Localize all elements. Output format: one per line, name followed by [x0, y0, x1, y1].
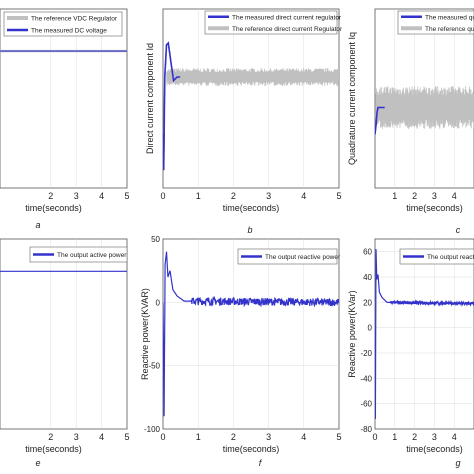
chart-panel-e: 2 3 4 5 time(seconds) The output active power…	[0, 238, 130, 468]
x-tick-label: 5	[124, 432, 129, 442]
x-tick-label: 2	[48, 191, 53, 201]
series-transient-1	[375, 106, 385, 135]
chart-panel-f: 0 1 2 3 4 5 -100 -50 0 50 time(seconds) Reactive po…	[140, 235, 342, 468]
legend-entry: The measured direct current regulator	[232, 14, 342, 21]
x-tick-label: 1	[392, 191, 397, 201]
panel-label: b	[247, 225, 252, 235]
legend-entry: The reference quadrature	[425, 26, 474, 33]
plot-area	[0, 8, 128, 189]
y-tick-label: -100	[144, 425, 161, 434]
y-tick-label: -20	[360, 349, 372, 358]
x-axis-label: time(seconds)	[25, 203, 82, 213]
legend: The output reactive power	[237, 248, 341, 265]
panel-label: g	[455, 458, 460, 468]
panel-label: e	[35, 458, 40, 468]
y-tick-label: 60	[363, 248, 372, 257]
plot-area	[162, 8, 340, 189]
x-tick-label: 2	[412, 432, 417, 442]
x-axis-label: time(seconds)	[406, 444, 463, 454]
legend-entry: The reference direct current Regulator	[232, 26, 343, 33]
plot-area	[374, 238, 474, 430]
x-tick-label: 2	[231, 191, 236, 201]
y-axis-label: Reactive power(KVar)	[347, 290, 357, 377]
y-axis-label: Reactive power(KVAR)	[140, 288, 150, 380]
legend-entry: The output active power	[57, 252, 127, 259]
plot-area	[162, 238, 340, 430]
x-tick-label: 3	[74, 432, 79, 442]
series-band-2	[375, 85, 474, 129]
panel-label: a	[35, 220, 40, 230]
y-axis-label: Direct current component Id	[145, 43, 155, 154]
y-tick-label: 40	[363, 273, 372, 282]
x-tick-label: 0	[160, 432, 165, 442]
x-tick-label: 5	[336, 432, 341, 442]
x-axis-label: time(seconds)	[406, 203, 463, 213]
legend: The measured direct current regulator The…	[204, 10, 343, 35]
grid	[50, 9, 102, 188]
x-tick-label: 1	[392, 432, 397, 442]
series-line-1	[163, 251, 339, 417]
legend: The measured quadrature The reference qua…	[397, 10, 474, 35]
x-tick-label: 3	[74, 191, 79, 201]
panel-label: f	[259, 458, 263, 468]
x-tick-label: 4	[301, 191, 306, 201]
y-tick-label: -50	[148, 362, 160, 371]
legend-entry: The reference VDC Regulator	[31, 16, 118, 23]
x-tick-label: 4	[452, 432, 457, 442]
x-tick-label: 0	[372, 432, 377, 442]
y-tick-label: 0	[368, 324, 373, 333]
x-axis-label: time(seconds)	[25, 444, 82, 454]
x-tick-label: 3	[432, 432, 437, 442]
x-tick-label: 4	[99, 432, 104, 442]
legend-entry: The measured quadrature	[425, 14, 474, 21]
x-tick-label: 3	[266, 191, 271, 201]
x-tick-label: 1	[196, 432, 201, 442]
x-tick-label: 2	[48, 432, 53, 442]
panel-label: c	[456, 225, 461, 235]
chart-panel-g: 0 1 2 3 4 -80 -60 -40 -20 0 20 40 60 time(seconds) Rea…	[347, 238, 474, 468]
x-tick-label: 3	[266, 432, 271, 442]
y-tick-label: 50	[151, 235, 160, 244]
legend: The reference VDC Regulator The measured …	[3, 11, 123, 37]
x-tick-label: 4	[99, 191, 104, 201]
x-axis-label: time(seconds)	[223, 444, 280, 454]
y-tick-label: -80	[360, 425, 372, 434]
x-tick-label: 2	[412, 191, 417, 201]
x-tick-label: 0	[160, 191, 165, 201]
x-tick-label: 2	[231, 432, 236, 442]
legend: The output reactive	[399, 248, 474, 265]
grid	[375, 239, 474, 429]
y-tick-label: -60	[360, 400, 372, 409]
x-tick-label: 1	[196, 191, 201, 201]
grid	[197, 9, 305, 188]
y-tick-label: 0	[156, 298, 161, 307]
chart-panel-a: 2 3 4 5 time(seconds) The reference VDC Regul…	[0, 8, 130, 230]
series-line-1	[375, 249, 474, 419]
x-tick-label: 4	[452, 191, 457, 201]
legend: The output active power	[29, 246, 128, 263]
x-tick-label: 3	[432, 191, 437, 201]
series-transient-1	[163, 41, 181, 171]
y-tick-label: -40	[360, 374, 372, 383]
x-tick-label: 5	[336, 191, 341, 201]
grid	[50, 239, 102, 429]
chart-panel-b: 0 1 2 3 4 5 time(seconds) Direct current compon…	[145, 8, 343, 235]
chart-panel-c: 1 2 3 4 time(seconds) Quadrature current comp…	[347, 8, 474, 235]
y-axis-label: Quadrature current component Iq	[347, 32, 357, 165]
legend-entry: The output reactive	[427, 254, 474, 261]
x-tick-label: 5	[124, 191, 129, 201]
series-band-2	[166, 68, 339, 86]
x-axis-label: time(seconds)	[223, 203, 280, 213]
legend-entry: The measured DC voltage	[31, 28, 107, 35]
plot-area	[0, 238, 128, 430]
y-tick-label: 20	[363, 298, 372, 307]
legend-entry: The output reactive power	[265, 254, 341, 261]
x-tick-label: 4	[301, 432, 306, 442]
